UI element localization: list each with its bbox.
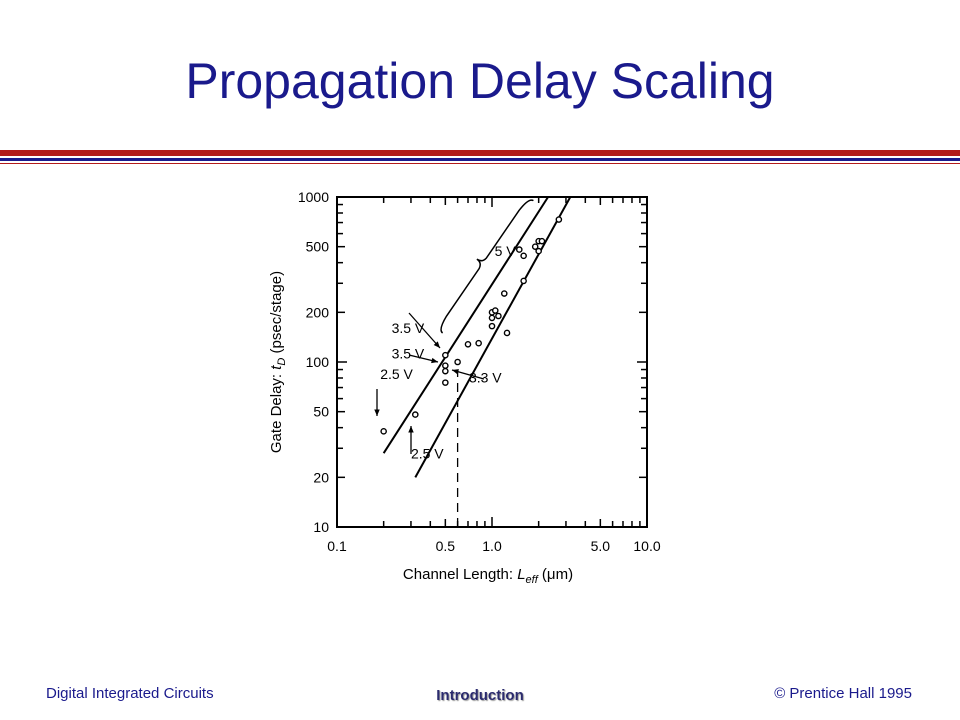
data-point: [442, 367, 449, 375]
annotation-label: 5 V: [495, 243, 517, 259]
slide-title: Propagation Delay Scaling: [185, 53, 775, 109]
data-point: [495, 312, 502, 320]
plot-frame: [336, 196, 648, 528]
y-tick-label: 200: [306, 304, 330, 320]
data-point: [555, 216, 563, 223]
y-tick-label: 50: [313, 404, 329, 420]
data-point: [538, 237, 546, 245]
data-point: [531, 243, 539, 250]
fit-line-1: [382, 196, 549, 454]
voltage-brace-5v: [440, 199, 534, 334]
title-rule-blue: [0, 158, 960, 161]
x-tick-label: 0.1: [327, 538, 347, 554]
annotation-arrow-2v5-bottom-head: [408, 426, 414, 433]
footer-section-name: Introduction: [436, 687, 524, 704]
y-tick-label: 1000: [298, 189, 329, 205]
data-point: [442, 362, 449, 369]
annotation-label: 3.5 V: [392, 320, 425, 336]
footer-course-name: Digital Integrated Circuits: [46, 685, 214, 702]
x-tick-label: 10.0: [633, 538, 660, 554]
footer-copyright: © Prentice Hall 1995: [774, 685, 912, 702]
title-rule-red-thin: [0, 163, 960, 164]
data-point: [442, 379, 449, 386]
annotation-label: 3.5 V: [392, 346, 425, 362]
y-tick-label: 20: [313, 469, 329, 485]
data-point: [491, 307, 499, 314]
data-point: [520, 277, 527, 285]
annotation-arrow-3v5-head: [431, 357, 438, 364]
title-rule-red: [0, 150, 960, 156]
data-point: [515, 246, 523, 253]
annotation-label: 3.3 V: [469, 370, 502, 386]
annotation-label: 2.5 V: [380, 366, 413, 382]
y-tick-label: 10: [313, 519, 329, 535]
data-point: [464, 341, 472, 348]
data-point: [500, 290, 508, 297]
x-axis-label: Channel Length: Leff (μm): [403, 566, 573, 586]
data-point: [411, 411, 419, 418]
data-point: [475, 339, 482, 347]
data-point: [380, 428, 387, 435]
y-axis-label: Gate Delay: tD (psec/stage): [268, 271, 288, 453]
data-point: [442, 351, 449, 359]
data-point: [488, 322, 496, 330]
annotation-arrow-3v5-top-head: [433, 341, 440, 348]
y-tick-label: 500: [306, 239, 330, 255]
data-point: [520, 252, 527, 260]
data-point: [454, 358, 461, 366]
x-tick-label: 1.0: [482, 538, 502, 554]
data-point: [503, 329, 511, 337]
annotation-label: 2.5 V: [411, 446, 444, 462]
x-tick-label: 5.0: [591, 538, 611, 554]
data-point: [535, 247, 542, 255]
y-tick-label: 100: [306, 354, 330, 370]
x-tick-label: 0.5: [436, 538, 456, 554]
annotation-arrow-3v3-head: [452, 369, 459, 375]
annotation-arrow-3v5-top: [408, 312, 441, 349]
annotation-arrow-2v5-left-head: [374, 409, 380, 416]
fit-line-2: [414, 196, 572, 478]
data-point: [488, 314, 496, 322]
